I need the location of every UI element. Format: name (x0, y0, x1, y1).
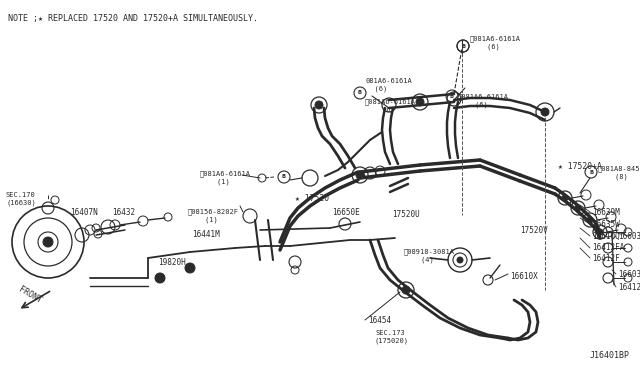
Text: ★ 17520+A: ★ 17520+A (558, 162, 602, 171)
Circle shape (457, 257, 463, 263)
Circle shape (541, 108, 549, 116)
Circle shape (43, 237, 53, 247)
Circle shape (356, 171, 364, 179)
Text: NOTE ;★ REPLACED 17520 AND 17520+A SIMULTANEOUSLY.: NOTE ;★ REPLACED 17520 AND 17520+A SIMUL… (8, 14, 258, 23)
Text: SEC.170
(16630): SEC.170 (16630) (6, 192, 36, 206)
Text: 16635W: 16635W (592, 220, 620, 229)
Text: ★ 17520: ★ 17520 (295, 194, 329, 203)
Circle shape (185, 263, 195, 273)
Circle shape (587, 217, 593, 223)
Circle shape (597, 229, 603, 235)
Circle shape (416, 98, 424, 106)
Circle shape (575, 205, 581, 211)
Text: Ⓑ08918-3081A
    (4): Ⓑ08918-3081A (4) (404, 248, 455, 263)
Text: 16603F: 16603F (618, 270, 640, 279)
Text: 16610Q: 16610Q (592, 232, 620, 241)
Text: 16603: 16603 (618, 232, 640, 241)
Circle shape (402, 286, 410, 294)
Text: FRONT: FRONT (17, 285, 43, 305)
Text: Ⓑ081A6-6161A
    (6): Ⓑ081A6-6161A (6) (458, 93, 509, 108)
Text: B: B (461, 44, 465, 48)
Text: 16412F: 16412F (592, 254, 620, 263)
Text: 17520V: 17520V (520, 226, 548, 235)
Text: 16650E: 16650E (332, 208, 360, 217)
Text: 16412FA: 16412FA (592, 243, 625, 252)
Text: B: B (282, 174, 286, 180)
Text: J16401BP: J16401BP (590, 351, 630, 360)
Circle shape (155, 273, 165, 283)
Text: B: B (358, 90, 362, 96)
Circle shape (562, 195, 568, 201)
Text: Ⓑ081A8-8451A
    (8): Ⓑ081A8-8451A (8) (598, 165, 640, 180)
Text: 16639M: 16639M (592, 208, 620, 217)
Text: 16407N: 16407N (70, 208, 98, 217)
Text: SEC.173
(175020): SEC.173 (175020) (375, 330, 409, 344)
Text: 16441M: 16441M (192, 230, 220, 239)
Text: 16412FB: 16412FB (618, 283, 640, 292)
Text: 16610X: 16610X (510, 272, 538, 281)
Text: 16432: 16432 (112, 208, 135, 217)
Text: B: B (589, 170, 593, 174)
Text: 16454: 16454 (368, 316, 391, 325)
Text: 19820H: 19820H (158, 258, 186, 267)
Circle shape (315, 101, 323, 109)
Text: 17520U: 17520U (392, 210, 420, 219)
Text: 081A6-6161A
  (6): 081A6-6161A (6) (366, 78, 413, 92)
Text: B: B (450, 93, 454, 99)
Text: Ⓑ08156-8202F
    (1): Ⓑ08156-8202F (1) (188, 208, 239, 222)
Text: Ⓑ081A6-6161A
    (6): Ⓑ081A6-6161A (6) (365, 98, 416, 113)
Text: Ⓑ081A6-6161A
    (6): Ⓑ081A6-6161A (6) (470, 35, 521, 49)
Text: Ⓑ081A6-6161A
    (1): Ⓑ081A6-6161A (1) (200, 170, 251, 185)
